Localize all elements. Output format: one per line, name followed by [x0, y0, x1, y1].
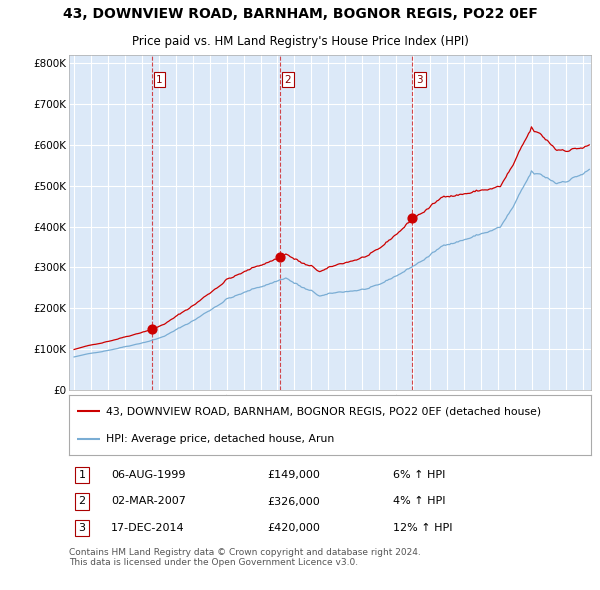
Text: HPI: Average price, detached house, Arun: HPI: Average price, detached house, Arun: [106, 434, 334, 444]
Text: Price paid vs. HM Land Registry's House Price Index (HPI): Price paid vs. HM Land Registry's House …: [131, 34, 469, 48]
Text: £326,000: £326,000: [268, 497, 320, 506]
Text: 43, DOWNVIEW ROAD, BARNHAM, BOGNOR REGIS, PO22 0EF: 43, DOWNVIEW ROAD, BARNHAM, BOGNOR REGIS…: [62, 7, 538, 21]
Point: [275, 252, 285, 261]
Text: 02-MAR-2007: 02-MAR-2007: [111, 497, 185, 506]
Text: 2: 2: [284, 74, 291, 84]
Point: [147, 324, 157, 334]
Point: [407, 214, 417, 223]
Text: 1: 1: [156, 74, 163, 84]
Text: 43, DOWNVIEW ROAD, BARNHAM, BOGNOR REGIS, PO22 0EF (detached house): 43, DOWNVIEW ROAD, BARNHAM, BOGNOR REGIS…: [106, 406, 541, 416]
Text: 6% ↑ HPI: 6% ↑ HPI: [392, 470, 445, 480]
Text: 06-AUG-1999: 06-AUG-1999: [111, 470, 185, 480]
Text: 4% ↑ HPI: 4% ↑ HPI: [392, 497, 445, 506]
Text: 17-DEC-2014: 17-DEC-2014: [111, 523, 184, 533]
Text: 3: 3: [79, 523, 86, 533]
Text: 3: 3: [416, 74, 423, 84]
Text: 1: 1: [79, 470, 86, 480]
Text: £149,000: £149,000: [268, 470, 320, 480]
Text: 12% ↑ HPI: 12% ↑ HPI: [392, 523, 452, 533]
Text: £420,000: £420,000: [268, 523, 320, 533]
Text: Contains HM Land Registry data © Crown copyright and database right 2024.
This d: Contains HM Land Registry data © Crown c…: [69, 548, 421, 568]
Text: 2: 2: [79, 497, 86, 506]
